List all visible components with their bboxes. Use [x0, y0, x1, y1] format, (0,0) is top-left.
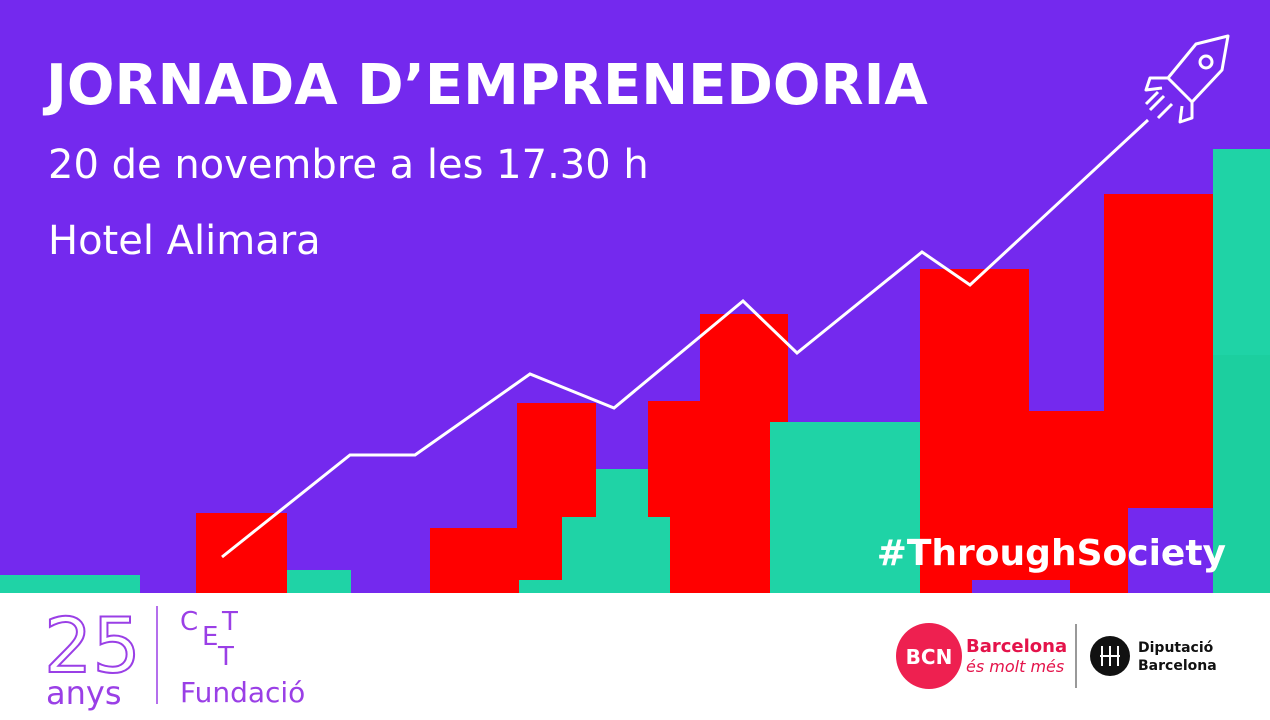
rocket-icon: [1144, 34, 1230, 124]
bcn-logo-text: BCN: [906, 645, 953, 669]
anniversary-number: 25: [44, 601, 141, 690]
footer-background: [0, 593, 1270, 720]
growth-line: [221, 118, 1150, 559]
hashtag: #ThroughSociety: [877, 533, 1226, 574]
bcn-logo: [896, 623, 962, 689]
logo-letter: T: [217, 642, 234, 672]
partner-name: Barcelona: [1138, 658, 1217, 674]
date: 20 de novembre a les 17.30 h: [48, 142, 649, 188]
title: JORNADA D’EMPRENEDORIA: [42, 53, 928, 118]
logo-letter: E: [202, 622, 218, 652]
partner-name: Barcelona: [966, 636, 1067, 657]
decor-blocks: [0, 149, 1270, 593]
foundation-name: Fundació: [180, 676, 305, 709]
logo-letter: T: [221, 607, 238, 637]
partner-slogan: és molt més: [966, 657, 1064, 676]
partner-name: Diputació: [1138, 640, 1214, 656]
venue: Hotel Alimara: [48, 218, 321, 264]
logo-letter: C: [180, 607, 198, 637]
anniversary-unit: anys: [46, 674, 122, 712]
diputacio-logo-mark: [1100, 646, 1120, 666]
